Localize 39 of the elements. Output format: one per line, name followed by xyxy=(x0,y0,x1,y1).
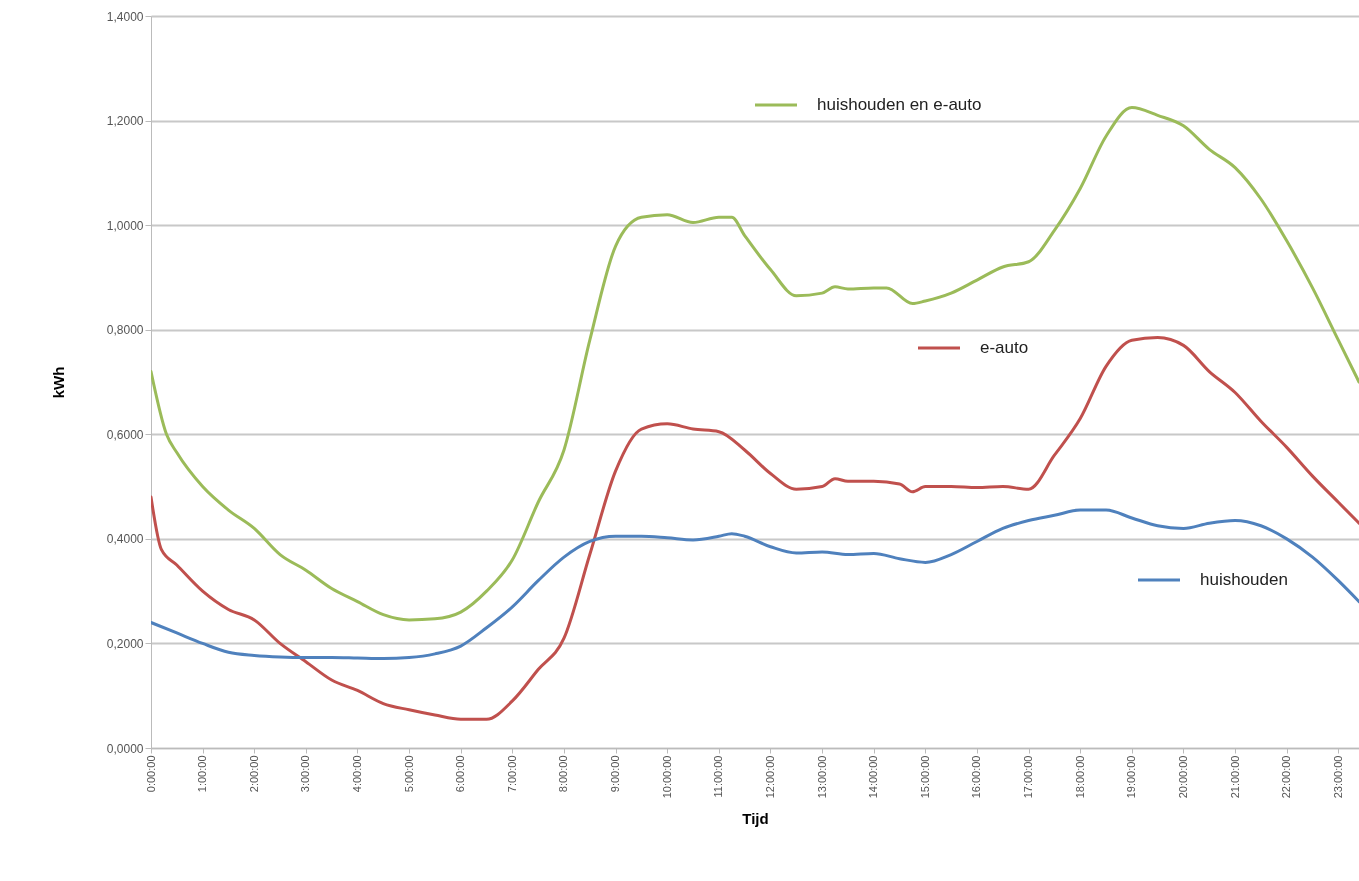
x-tick-label: 12:00:00 xyxy=(763,755,776,799)
x-tick-label: 0:00:00 xyxy=(144,755,157,793)
x-tick-label: 17:00:00 xyxy=(1022,755,1035,799)
x-tick-label: 5:00:00 xyxy=(402,755,415,793)
x-tick-label: 18:00:00 xyxy=(1073,755,1086,799)
x-tick-label: 16:00:00 xyxy=(970,755,983,799)
x-tick-label: 7:00:00 xyxy=(505,755,518,793)
x-tick-label: 3:00:00 xyxy=(299,755,312,793)
y-tick-label: 0,6000 xyxy=(106,427,144,442)
legend-label: e-auto xyxy=(980,338,1029,357)
x-tick-label: 1:00:00 xyxy=(196,755,209,793)
y-tick-label: 1,0000 xyxy=(106,218,144,233)
line-series xyxy=(151,336,1359,721)
x-tick-label: 13:00:00 xyxy=(815,755,828,799)
y-axis-title: kWh xyxy=(49,366,67,399)
legend-label: huishouden en e-auto xyxy=(817,95,982,114)
x-tick-label: 23:00:00 xyxy=(1331,755,1344,799)
legend-label: huishouden xyxy=(1200,570,1288,589)
x-tick-label: 20:00:00 xyxy=(1176,755,1189,799)
line-series xyxy=(151,508,1359,661)
x-tick-label: 15:00:00 xyxy=(918,755,931,799)
y-tick-label: 1,4000 xyxy=(106,9,144,24)
x-tick-label: 14:00:00 xyxy=(867,755,880,799)
x-tick-label: 2:00:00 xyxy=(247,755,260,793)
x-tick-label: 21:00:00 xyxy=(1228,755,1241,799)
y-tick-label: 0,8000 xyxy=(106,323,144,338)
x-tick-label: 4:00:00 xyxy=(351,755,363,793)
x-axis-title: Tijd xyxy=(742,810,769,828)
y-tick-label: 0,4000 xyxy=(106,532,144,547)
x-tick-label: 10:00:00 xyxy=(660,755,673,799)
x-tick-label: 19:00:00 xyxy=(1125,755,1138,799)
x-tick-label: 9:00:00 xyxy=(609,755,622,793)
x-tick-label: 22:00:00 xyxy=(1280,755,1293,799)
y-tick-label: 1,2000 xyxy=(106,114,144,129)
y-tick-label: 0,0000 xyxy=(106,741,144,756)
x-tick-label: 8:00:00 xyxy=(557,755,570,793)
x-tick-label: 11:00:00 xyxy=(712,755,725,798)
x-tick-label: 6:00:00 xyxy=(454,755,467,793)
y-tick-label: 0,2000 xyxy=(106,636,144,651)
